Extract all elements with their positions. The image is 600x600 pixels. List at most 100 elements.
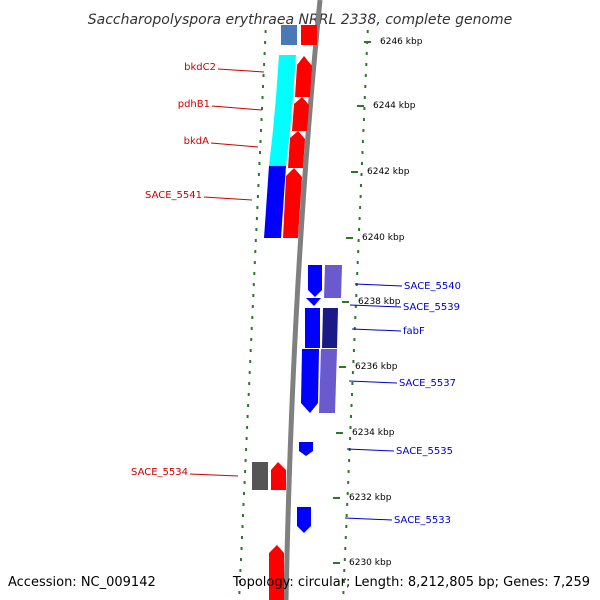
inner-track-dot (254, 250, 257, 253)
outer-track-dot (358, 228, 361, 231)
gene-block-partial-steel[interactable] (281, 25, 297, 45)
gene-bkdC2-arrow[interactable] (295, 56, 312, 97)
left-gene-label[interactable]: SACE_5534 (131, 467, 188, 478)
gene-sace5534-gray[interactable] (252, 462, 268, 490)
inner-track-dot (243, 481, 246, 484)
right-leader-line (346, 448, 395, 452)
inner-track-dot (246, 415, 249, 418)
tick-mark (364, 41, 371, 43)
tick-label: 6246 kbp (380, 37, 423, 47)
left-gene-label[interactable]: bkdA (184, 136, 209, 147)
gene-sace5541-arrow[interactable] (283, 168, 302, 238)
outer-track-dot (346, 492, 349, 495)
topology-text: Topology: circular; Length: 8,212,805 bp… (232, 575, 590, 590)
outer-track-dot (345, 514, 348, 517)
inner-track-dot (257, 184, 260, 187)
left-leader-line (210, 142, 259, 148)
right-gene-label[interactable]: fabF (403, 326, 425, 337)
outer-track-dot (347, 470, 350, 473)
left-gene-label[interactable]: SACE_5541 (145, 190, 202, 201)
gene-block-partial-red[interactable] (301, 25, 317, 45)
tick-label: 6240 kbp (362, 233, 405, 243)
right-leader-line (351, 328, 402, 332)
forward-strand-genes (297, 265, 342, 533)
outer-track-dot (364, 74, 367, 77)
outer-track-dot (365, 63, 368, 66)
inner-track-dot (251, 316, 254, 319)
outer-track-dot (361, 162, 363, 165)
outer-track-dot (351, 382, 354, 385)
tick-mark (342, 301, 349, 303)
outer-track-dot (347, 481, 350, 484)
inner-tick-track (238, 30, 267, 594)
gene-bkdA-cyan[interactable] (269, 130, 290, 166)
outer-track-dot (363, 96, 366, 99)
gene-sace5535-arrow[interactable] (299, 442, 313, 456)
gene-sace5541-blue[interactable] (264, 166, 286, 238)
inner-track-dot (262, 85, 264, 88)
inner-track-dot (248, 371, 251, 374)
gene-fabF-block[interactable] (305, 308, 320, 348)
outer-track-dot (359, 206, 362, 209)
gene-sace5539-arrow[interactable] (306, 298, 321, 306)
outer-track-dot (343, 558, 346, 561)
gene-sace5534-arrow[interactable] (271, 462, 286, 490)
outer-track-dot (351, 393, 353, 396)
left-gene-label[interactable]: bkdC2 (184, 62, 216, 73)
outer-track-dot (363, 107, 366, 110)
gene-bkdC2-cyan[interactable] (276, 55, 296, 97)
tick-mark (333, 562, 340, 564)
gene-sace5537-arrow[interactable] (301, 349, 319, 413)
inner-track-dot (252, 294, 255, 297)
right-gene-label[interactable]: SACE_5540 (404, 281, 461, 292)
right-leader-line (348, 380, 398, 384)
inner-track-dot (255, 217, 258, 220)
left-gene-labels: bkdC2 pdhB1 bkdA SACE_5541 SACE_5534 (131, 62, 265, 478)
outer-track-dot (354, 305, 357, 308)
left-leader-line (189, 473, 239, 477)
inner-track-dot (240, 558, 242, 561)
tick-label: 6230 kbp (349, 558, 392, 568)
inner-track-dot (260, 129, 262, 132)
outer-track-dot (361, 140, 364, 143)
inner-track-dot (238, 591, 241, 594)
gene-sace5533-arrow[interactable] (297, 507, 311, 533)
outer-track-dot (350, 415, 352, 418)
right-gene-label[interactable]: SACE_5537 (399, 378, 456, 389)
inner-track-dot (259, 140, 262, 143)
outer-track-dot (352, 360, 355, 363)
inner-track-dot (255, 228, 258, 231)
genome-backbone (283, 0, 323, 600)
outer-track-dot (365, 52, 368, 55)
outer-track-dot (344, 547, 347, 550)
gene-bkdA-arrow[interactable] (288, 131, 305, 168)
gene-sace5540-purple[interactable] (324, 265, 342, 298)
tick-mark (333, 497, 340, 499)
outer-track-dot (343, 569, 346, 572)
inner-track-dot (245, 437, 248, 440)
right-leader-line (354, 283, 403, 287)
inner-track-dot (253, 272, 256, 275)
left-leader-line (217, 68, 265, 73)
gene-fabF-purple[interactable] (322, 308, 338, 348)
inner-track-dot (246, 426, 249, 429)
gene-bottom-red-arrow[interactable] (269, 545, 284, 600)
map-title: Saccharopolyspora erythraea NRRL 2338, c… (88, 12, 513, 28)
inner-track-dot (257, 173, 260, 176)
right-gene-label[interactable]: SACE_5533 (394, 515, 451, 526)
tick-mark (336, 432, 343, 434)
right-gene-label[interactable]: SACE_5535 (396, 446, 453, 457)
tick-label: 6236 kbp (355, 362, 398, 372)
outer-track-dot (344, 536, 347, 539)
inner-track-dot (240, 547, 243, 550)
gene-pdhB1-cyan[interactable] (273, 97, 293, 130)
gene-sace5537-purple[interactable] (319, 349, 337, 413)
gene-pdhB1-arrow[interactable] (292, 97, 309, 131)
inner-track-dot (264, 30, 267, 33)
inner-track-dot (261, 96, 264, 99)
outer-track-dot (350, 404, 353, 407)
left-gene-label[interactable]: pdhB1 (178, 99, 210, 110)
right-gene-label[interactable]: SACE_5539 (403, 302, 460, 313)
gene-sace5540-block[interactable] (308, 265, 322, 297)
